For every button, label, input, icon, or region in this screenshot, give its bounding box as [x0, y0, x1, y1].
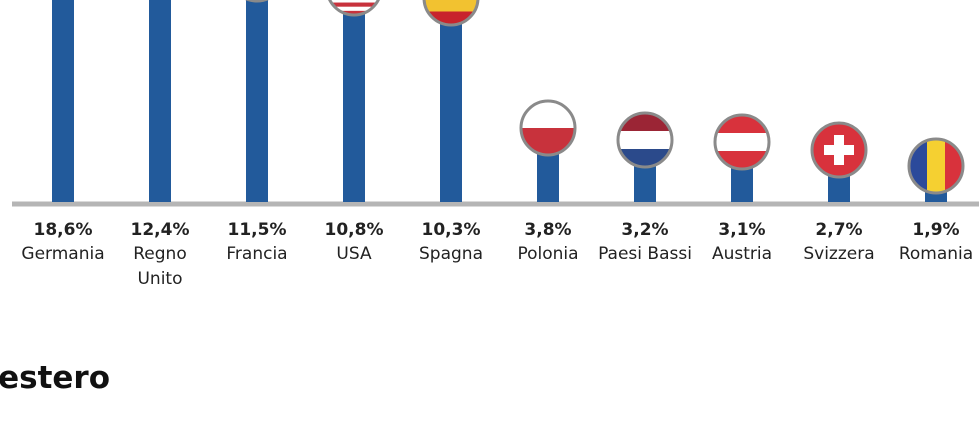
- stripe: [327, 0, 381, 3]
- chart-title: l'estero: [0, 360, 111, 396]
- stripe: [424, 0, 478, 12]
- category-name: Svizzera: [803, 244, 875, 264]
- stripe: [521, 128, 575, 155]
- category-name: Spagna: [419, 244, 483, 264]
- category-name: Germania: [21, 244, 105, 264]
- value-label: 2,7%: [815, 220, 863, 240]
- category-name: Polonia: [517, 244, 579, 264]
- flag-border: [328, 0, 380, 17]
- bar: [343, 0, 365, 202]
- flag: [424, 0, 478, 25]
- category-name: Regno Unito: [133, 244, 187, 289]
- category-label: 3,1% Austria: [694, 218, 790, 267]
- flag: [812, 123, 866, 177]
- value-label: 1,9%: [912, 220, 960, 240]
- value-label: 3,8%: [524, 220, 572, 240]
- category-label: 2,7% Svizzera: [791, 218, 887, 267]
- stripe: [327, 6, 381, 12]
- stripe: [521, 101, 575, 129]
- category-label: 3,2% Paesi Bassi: [597, 218, 693, 267]
- category-label: 11,5% Francia: [209, 218, 305, 267]
- category-label: 10,8% USA: [306, 218, 402, 267]
- stripe: [327, 2, 381, 7]
- flag-border: [519, 99, 577, 157]
- flag-border: [810, 121, 868, 179]
- stripe: [327, 10, 381, 15]
- value-label: 18,6%: [33, 220, 93, 240]
- stripe: [618, 131, 672, 150]
- category-name: Austria: [711, 244, 773, 264]
- bar: [52, 0, 74, 202]
- value-label: 11,5%: [227, 220, 287, 240]
- category-label: 12,4% Regno Unito: [112, 218, 208, 292]
- flag-border: [422, 0, 480, 27]
- flag-border: [245, 0, 269, 3]
- flag-border: [713, 113, 771, 171]
- value-label: 10,8%: [324, 220, 384, 240]
- stripe: [927, 139, 946, 193]
- bar: [440, 0, 462, 202]
- bar: [246, 0, 268, 202]
- flag-border: [616, 111, 674, 169]
- flag-border: [907, 137, 965, 195]
- value-label: 10,3%: [421, 220, 481, 240]
- value-label: 3,1%: [718, 220, 766, 240]
- stripe: [266, 0, 284, 1]
- category-label: 10,3% Spagna: [403, 218, 499, 267]
- category-name: USA: [336, 244, 372, 264]
- stripe: [715, 133, 769, 152]
- value-label: 12,4%: [130, 220, 190, 240]
- value-label: 3,2%: [621, 220, 669, 240]
- category-name: Romania: [898, 244, 974, 264]
- flag: [327, 0, 381, 15]
- category-name: Paesi Bassi: [598, 244, 692, 264]
- cross: [824, 145, 854, 155]
- category-name: Francia: [226, 244, 288, 264]
- category-label: 3,8% Polonia: [500, 218, 596, 267]
- category-label: 18,6% Germania: [15, 218, 111, 267]
- bar: [149, 0, 171, 202]
- category-label: 1,9% Romania: [888, 218, 979, 267]
